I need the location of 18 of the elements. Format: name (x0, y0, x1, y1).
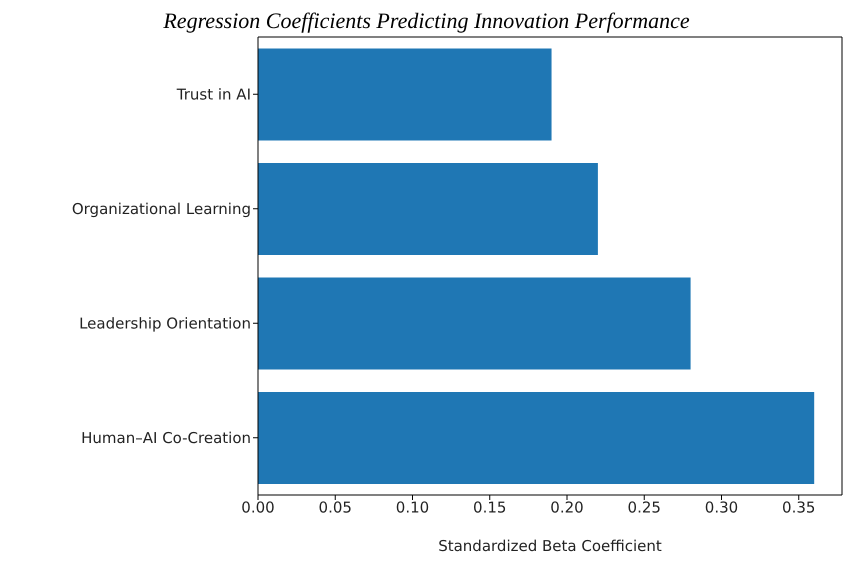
y-tick-label: Human–AI Co-Creation (81, 429, 251, 448)
x-tick-label: 0.25 (628, 498, 661, 517)
x-tick-label: 0.15 (473, 498, 506, 517)
y-tick-label: Organizational Learning (72, 200, 251, 218)
x-tick-label: 0.10 (396, 498, 430, 517)
x-tick-label: 0.20 (550, 498, 584, 517)
x-tick-label: 0.35 (782, 498, 816, 517)
bar (258, 162, 598, 255)
y-tick-label: Trust in AI (176, 86, 251, 104)
x-tick-label: 0.05 (318, 498, 352, 517)
bar (258, 48, 552, 140)
bar (258, 392, 814, 484)
chart-title: Regression Coefficients Predicting Innovation Performance (162, 8, 691, 34)
x-axis-title: Standardized Beta Coefficient (438, 537, 662, 555)
bar (258, 277, 691, 370)
x-tick-label: 0.30 (704, 498, 738, 517)
x-tick-label: 0.00 (241, 498, 275, 517)
y-tick-label: Leadership Orientation (79, 314, 251, 333)
